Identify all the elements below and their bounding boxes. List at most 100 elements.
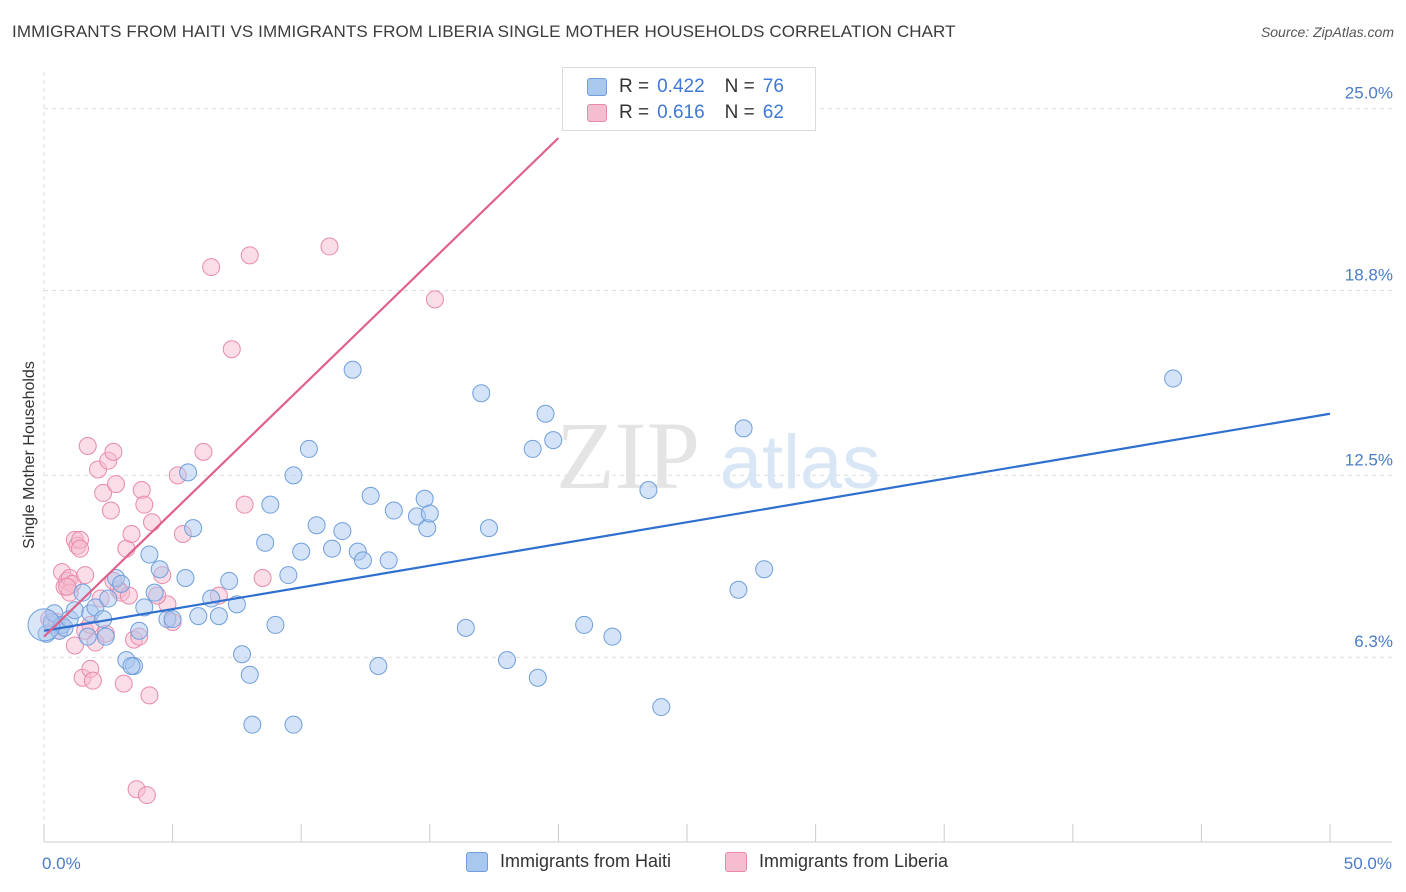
haiti-point: [420, 504, 439, 523]
haiti-point: [27, 608, 61, 642]
haiti-point: [78, 627, 97, 646]
haiti-point: [292, 542, 311, 561]
haiti-point: [307, 516, 326, 535]
haiti-point: [418, 519, 437, 538]
liberia-point: [101, 501, 120, 520]
haiti-point: [233, 645, 252, 664]
haiti-point: [323, 539, 342, 558]
haiti-point: [130, 621, 149, 640]
liberia-trend-line: [43, 137, 560, 638]
haiti-point: [343, 360, 362, 379]
liberia-swatch: [587, 104, 607, 122]
correlation-legend: R = 0.422 N = 76 R = 0.616 N = 62: [562, 67, 816, 131]
liberia-point: [135, 495, 154, 514]
haiti-point: [333, 522, 352, 541]
x-tick-label: 50.0%: [1344, 854, 1392, 873]
haiti-point: [240, 665, 259, 684]
liberia-point: [94, 483, 113, 502]
haiti-points: [27, 360, 1183, 734]
liberia-point: [235, 495, 254, 514]
legend-label-liberia: Immigrants from Liberia: [759, 851, 949, 871]
haiti-point: [472, 384, 491, 403]
haiti-point: [243, 715, 262, 734]
haiti-point: [497, 651, 516, 670]
haiti-point: [150, 560, 169, 579]
haiti-point: [528, 668, 547, 687]
haiti-point: [639, 481, 658, 499]
haiti-point: [145, 583, 164, 602]
liberia-point: [194, 442, 213, 461]
haiti-swatch: [466, 851, 488, 872]
haiti-point: [361, 486, 380, 505]
legend-label-haiti: Immigrants from Haiti: [500, 851, 672, 871]
liberia-point: [107, 475, 126, 494]
haiti-point: [256, 533, 275, 552]
haiti-point: [734, 419, 753, 438]
haiti-point: [122, 657, 141, 675]
n-label: N =: [724, 102, 755, 123]
watermark: ZIP atlas: [556, 402, 880, 509]
haiti-point: [379, 551, 398, 570]
y-tick-label: 25.0%: [1345, 84, 1393, 103]
haiti-point: [384, 501, 403, 520]
legend-row-haiti: R = 0.422 N = 76: [587, 75, 784, 99]
haiti-point: [353, 551, 372, 570]
haiti-point: [456, 618, 475, 637]
liberia-point: [114, 674, 133, 693]
haiti-point: [266, 615, 285, 634]
haiti-point: [729, 580, 748, 599]
axes: [43, 824, 1392, 843]
liberia-point: [83, 671, 102, 690]
haiti-point: [284, 715, 303, 734]
liberia-point: [425, 290, 444, 309]
haiti-point: [176, 569, 195, 587]
liberia-point: [143, 513, 162, 532]
haiti-point: [112, 574, 131, 593]
source-label: Source: ZipAtlas.com: [1260, 24, 1394, 40]
y-axis-label: Single Mother Households: [21, 361, 38, 549]
liberia-point: [76, 566, 95, 585]
haiti-point: [140, 545, 159, 564]
haiti-point: [65, 601, 84, 620]
tick-labels: 6.3% 12.5% 18.8% 25.0% 0.0% 50.0%: [42, 84, 1393, 873]
chart-title: IMMIGRANTS FROM HAITI VS IMMIGRANTS FROM…: [12, 22, 956, 41]
liberia-point: [122, 525, 141, 543]
haiti-point: [652, 698, 671, 717]
haiti-point: [73, 583, 92, 602]
r-value: 0.422: [657, 76, 705, 97]
haiti-point: [179, 463, 198, 482]
haiti-point: [755, 560, 774, 579]
haiti-point: [184, 519, 203, 538]
legend-row-liberia: R = 0.616 N = 62: [587, 101, 784, 125]
haiti-point: [279, 566, 298, 585]
liberia-point: [202, 258, 221, 277]
haiti-point: [299, 439, 318, 458]
r-label: R =: [619, 76, 650, 97]
liberia-swatch: [725, 851, 747, 872]
haiti-point: [261, 495, 280, 514]
haiti-point: [209, 607, 228, 626]
haiti-point: [523, 439, 542, 458]
n-value: 62: [762, 102, 784, 123]
haiti-swatch: [587, 78, 607, 96]
y-tick-label: 12.5%: [1345, 450, 1393, 469]
haiti-point: [479, 519, 498, 538]
haiti-point: [284, 466, 303, 485]
liberia-point: [253, 569, 272, 587]
x-tick-label: 0.0%: [42, 854, 81, 873]
legend-item-haiti[interactable]: Immigrants from Haiti: [466, 851, 671, 872]
haiti-point: [99, 589, 118, 608]
haiti-point: [603, 627, 622, 646]
haiti-point: [135, 598, 154, 617]
gridlines: [43, 72, 1392, 842]
haiti-point: [227, 595, 246, 614]
haiti-point: [536, 404, 555, 423]
trend-lines: [43, 137, 1331, 638]
y-tick-label: 18.8%: [1345, 266, 1393, 285]
haiti-point: [544, 431, 563, 450]
haiti-point: [220, 571, 239, 590]
legend-item-liberia[interactable]: Immigrants from Liberia: [725, 851, 948, 872]
liberia-points: [40, 237, 444, 805]
liberia-point: [71, 539, 90, 558]
